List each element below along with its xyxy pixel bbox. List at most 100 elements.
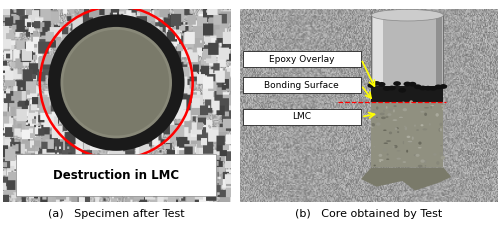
Ellipse shape	[440, 145, 442, 146]
Ellipse shape	[406, 136, 410, 138]
Text: (b)   Core obtained by Test: (b) Core obtained by Test	[295, 209, 442, 219]
Ellipse shape	[383, 110, 385, 113]
Ellipse shape	[388, 86, 396, 90]
Ellipse shape	[424, 107, 429, 108]
Ellipse shape	[378, 154, 382, 157]
Ellipse shape	[394, 106, 396, 107]
Ellipse shape	[386, 159, 390, 160]
Ellipse shape	[60, 27, 172, 138]
Ellipse shape	[404, 127, 407, 130]
Ellipse shape	[429, 123, 431, 126]
Ellipse shape	[384, 142, 388, 144]
Ellipse shape	[372, 123, 375, 127]
Ellipse shape	[389, 132, 392, 134]
Ellipse shape	[383, 129, 386, 131]
Ellipse shape	[425, 165, 426, 166]
Ellipse shape	[372, 81, 380, 86]
Ellipse shape	[424, 113, 427, 116]
Ellipse shape	[408, 141, 412, 143]
Ellipse shape	[372, 9, 444, 21]
Ellipse shape	[440, 84, 448, 89]
Ellipse shape	[376, 122, 380, 126]
Ellipse shape	[402, 102, 405, 105]
Ellipse shape	[386, 117, 388, 118]
Ellipse shape	[393, 81, 401, 86]
Ellipse shape	[378, 159, 384, 161]
Ellipse shape	[386, 153, 388, 155]
Text: Epoxy Overlay: Epoxy Overlay	[269, 55, 334, 63]
Ellipse shape	[397, 150, 400, 152]
Ellipse shape	[388, 113, 392, 116]
Ellipse shape	[434, 85, 442, 89]
Ellipse shape	[399, 117, 403, 118]
Text: (a)   Specimen after Test: (a) Specimen after Test	[48, 209, 184, 219]
Ellipse shape	[402, 141, 404, 144]
Ellipse shape	[372, 109, 376, 111]
Ellipse shape	[395, 128, 398, 130]
FancyBboxPatch shape	[242, 77, 361, 93]
Ellipse shape	[380, 113, 384, 115]
Ellipse shape	[430, 105, 434, 106]
Ellipse shape	[64, 30, 169, 136]
Ellipse shape	[48, 14, 184, 151]
Ellipse shape	[372, 114, 376, 115]
Ellipse shape	[397, 131, 399, 133]
Ellipse shape	[388, 108, 393, 111]
Ellipse shape	[374, 164, 376, 166]
Ellipse shape	[380, 161, 381, 162]
FancyBboxPatch shape	[372, 102, 444, 167]
Ellipse shape	[418, 141, 422, 145]
Text: Bonding Surface: Bonding Surface	[264, 81, 339, 90]
Ellipse shape	[414, 154, 418, 156]
Ellipse shape	[416, 154, 420, 157]
Ellipse shape	[384, 105, 386, 108]
Ellipse shape	[383, 86, 390, 91]
Ellipse shape	[394, 145, 398, 148]
Ellipse shape	[422, 128, 427, 130]
Ellipse shape	[396, 127, 399, 129]
Ellipse shape	[423, 160, 426, 163]
Ellipse shape	[386, 106, 388, 109]
Ellipse shape	[406, 150, 408, 153]
Ellipse shape	[410, 100, 413, 104]
FancyBboxPatch shape	[242, 109, 361, 125]
Ellipse shape	[408, 82, 416, 87]
Ellipse shape	[414, 125, 416, 127]
Ellipse shape	[402, 161, 406, 163]
Ellipse shape	[396, 158, 401, 160]
Ellipse shape	[374, 146, 375, 148]
Ellipse shape	[419, 86, 426, 90]
FancyBboxPatch shape	[436, 17, 442, 85]
Ellipse shape	[381, 117, 386, 119]
Ellipse shape	[433, 153, 437, 156]
Ellipse shape	[440, 152, 443, 156]
Ellipse shape	[420, 124, 424, 126]
Text: LMC: LMC	[292, 112, 312, 121]
Ellipse shape	[392, 119, 398, 121]
Ellipse shape	[420, 159, 424, 163]
Ellipse shape	[378, 82, 386, 87]
FancyBboxPatch shape	[372, 17, 383, 85]
Ellipse shape	[368, 83, 375, 88]
Ellipse shape	[430, 86, 437, 91]
FancyBboxPatch shape	[372, 86, 444, 102]
Ellipse shape	[392, 146, 396, 148]
Ellipse shape	[393, 109, 395, 113]
Ellipse shape	[386, 156, 388, 157]
Ellipse shape	[418, 147, 422, 149]
Ellipse shape	[370, 125, 374, 128]
Ellipse shape	[376, 106, 378, 110]
FancyBboxPatch shape	[372, 15, 444, 86]
Ellipse shape	[416, 129, 419, 131]
FancyBboxPatch shape	[242, 51, 361, 67]
Ellipse shape	[438, 128, 441, 132]
Ellipse shape	[440, 128, 442, 131]
Ellipse shape	[442, 108, 444, 110]
FancyBboxPatch shape	[16, 154, 216, 196]
Ellipse shape	[430, 106, 432, 109]
Ellipse shape	[404, 82, 411, 86]
Ellipse shape	[436, 161, 440, 165]
Ellipse shape	[440, 156, 445, 160]
Ellipse shape	[436, 113, 439, 117]
Ellipse shape	[386, 140, 391, 142]
